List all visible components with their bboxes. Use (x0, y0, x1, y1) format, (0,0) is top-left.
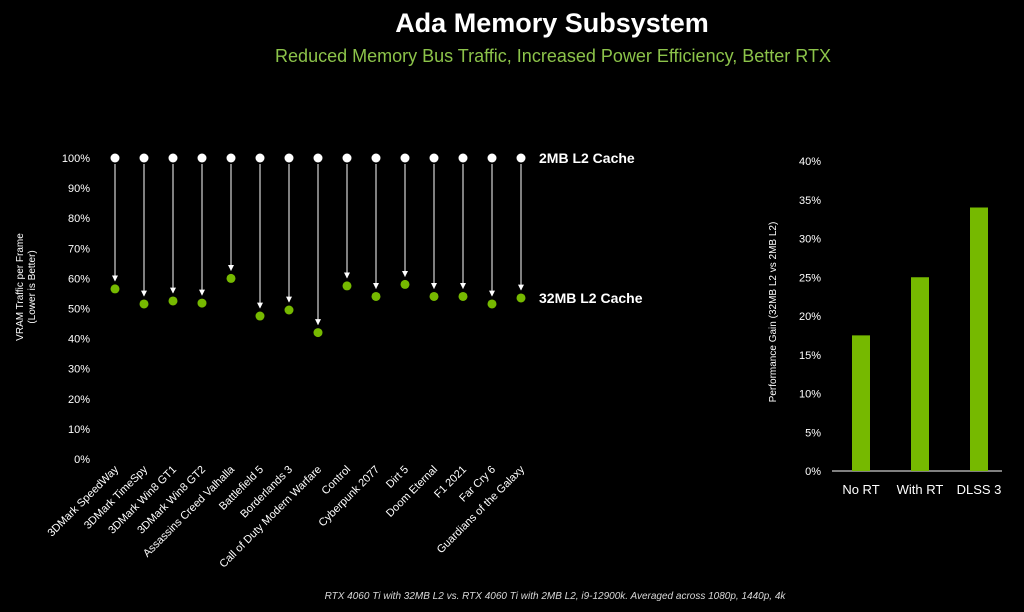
y-tick-label: 50% (68, 304, 90, 316)
y-axis-label: Performance Gain (32MB L2 vs 2MB L2) (768, 222, 779, 403)
point-2mb (458, 153, 468, 163)
point-32mb (255, 311, 265, 321)
bar (852, 335, 870, 471)
point-2mb (226, 153, 236, 163)
point-2mb (429, 153, 439, 163)
point-32mb (487, 299, 497, 309)
point-2mb (516, 153, 526, 163)
point-32mb (429, 291, 439, 301)
point-32mb (168, 296, 178, 306)
point-2mb (342, 153, 352, 163)
y-axis-label: VRAM Traffic per Frame(Lower is Better) (15, 233, 38, 341)
point-2mb (255, 153, 265, 163)
series-label-32mb: 32MB L2 Cache (539, 290, 643, 306)
footnote: RTX 4060 Ti with 32MB L2 vs. RTX 4060 Ti… (324, 591, 786, 602)
series-label-2mb: 2MB L2 Cache (539, 150, 635, 166)
y-tick-label: 35% (799, 195, 821, 207)
y-tick-label: 30% (799, 234, 821, 246)
point-2mb (197, 153, 207, 163)
point-2mb (487, 153, 497, 163)
point-2mb (313, 153, 323, 163)
y-tick-label: 20% (68, 394, 90, 406)
y-tick-label: 0% (805, 466, 821, 478)
point-32mb (458, 291, 468, 301)
point-32mb (313, 328, 323, 338)
point-32mb (226, 273, 236, 283)
page-title: Ada Memory Subsystem (395, 8, 709, 38)
point-32mb (342, 281, 352, 291)
point-2mb (371, 153, 381, 163)
point-2mb (400, 153, 410, 163)
y-tick-label: 20% (799, 311, 821, 323)
y-tick-label: 100% (62, 153, 90, 165)
y-tick-label: 10% (68, 424, 90, 436)
x-tick-label: No RT (842, 482, 879, 497)
point-32mb (139, 299, 149, 309)
x-tick-label: With RT (897, 482, 944, 497)
y-tick-label: 40% (799, 156, 821, 168)
point-2mb (110, 153, 120, 163)
point-2mb (284, 153, 294, 163)
y-tick-label: 70% (68, 243, 90, 255)
y-tick-label: 80% (68, 213, 90, 225)
point-32mb (284, 305, 294, 315)
page-subtitle: Reduced Memory Bus Traffic, Increased Po… (275, 46, 831, 66)
y-tick-label: 10% (799, 389, 821, 401)
x-tick-label: DLSS 3 (957, 482, 1002, 497)
point-2mb (139, 153, 149, 163)
performance-gain-chart: 0% 5% 10% 15% 20% 25% 30% 35% 40% Performance Gai… (768, 156, 1002, 497)
vram-traffic-chart: 0% 10% 20% 30% 40% 50% 60% 70% 80% 90% 100% VRAM Tr… (15, 150, 643, 570)
y-tick-label: 90% (68, 183, 90, 195)
point-32mb (371, 291, 381, 301)
bar (911, 277, 929, 471)
y-tick-label: 5% (805, 427, 821, 439)
y-tick-label: 0% (74, 454, 90, 466)
x-tick-label: Dirt 5 (384, 464, 411, 491)
y-tick-label: 30% (68, 364, 90, 376)
point-2mb (168, 153, 178, 163)
y-axis-label-line: VRAM Traffic per Frame (15, 233, 26, 341)
point-32mb (197, 298, 207, 308)
y-tick-label: 15% (799, 350, 821, 362)
y-tick-label: 40% (68, 334, 90, 346)
point-32mb (400, 279, 410, 289)
y-axis-label-line: (Lower is Better) (27, 250, 38, 323)
point-32mb (110, 284, 120, 294)
bar (970, 207, 988, 471)
y-tick-label: 60% (68, 273, 90, 285)
point-32mb (516, 293, 526, 303)
y-tick-label: 25% (799, 272, 821, 284)
